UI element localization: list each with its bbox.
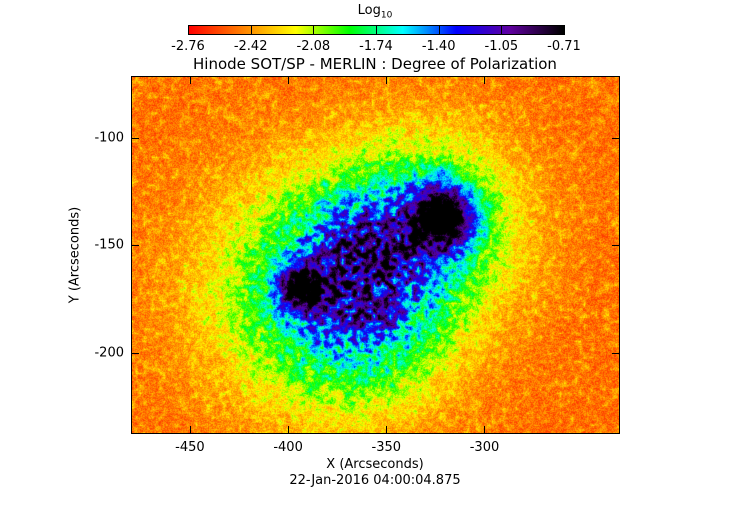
x-tick-label: -350 [371, 440, 402, 455]
colorbar-tick [376, 25, 377, 35]
observation-timestamp: 22-Jan-2016 04:00:04.875 [289, 473, 461, 488]
x-axis-label: X (Arcseconds) [326, 457, 424, 472]
y-tick [131, 352, 139, 354]
chart-title: Hinode SOT/SP - MERLIN : Degree of Polar… [193, 55, 557, 73]
colorbar-tick [188, 25, 189, 35]
colorbar-tick [250, 25, 252, 35]
colorbar-tick-label: -2.42 [233, 39, 268, 54]
y-tick-label: -200 [94, 345, 124, 361]
x-tick [386, 76, 388, 84]
colorbar-tick-label: -1.74 [359, 39, 393, 54]
y-tick-label: -100 [94, 130, 124, 146]
colorbar-tick [564, 25, 565, 35]
colorbar-tick-label: -0.71 [547, 39, 581, 54]
colorbar-tick [501, 25, 503, 35]
y-tick-label: -150 [94, 237, 124, 253]
x-tick [189, 426, 191, 434]
x-tick [288, 76, 290, 84]
x-tick [386, 426, 388, 434]
heatmap-image [132, 77, 619, 433]
colorbar-label: Log10 [0, 3, 750, 21]
y-tick [131, 138, 139, 140]
colorbar-label-text: Log [357, 3, 381, 18]
colorbar-label-subscript: 10 [380, 10, 393, 21]
y-tick [612, 245, 620, 247]
x-tick [484, 426, 486, 434]
x-tick [189, 76, 191, 84]
x-tick [484, 76, 486, 84]
x-tick-label: -400 [273, 440, 303, 455]
colorbar-tick-label: -1.40 [421, 39, 456, 54]
colorbar-tick [313, 25, 315, 35]
colorbar-tick [438, 25, 440, 35]
y-axis-label: Y (Arcseconds) [67, 206, 83, 304]
colorbar-tick-label: -1.05 [484, 39, 519, 54]
x-tick [288, 426, 290, 434]
y-tick [612, 138, 620, 140]
colorbar-tick-label: -2.76 [171, 39, 205, 54]
colorbar-tick-label: -2.08 [296, 39, 331, 54]
polarization-map [131, 76, 620, 434]
x-tick-label: -300 [469, 440, 500, 455]
x-tick-label: -450 [175, 440, 205, 455]
y-tick [131, 245, 139, 247]
y-tick [612, 352, 620, 354]
